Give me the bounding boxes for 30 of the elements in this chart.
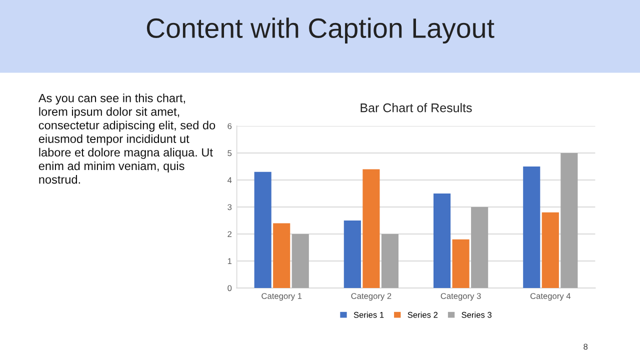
x-tick-label: Category 2: [351, 293, 392, 301]
y-tick-label: 1: [228, 258, 232, 264]
x-tick-label: Category 4: [530, 293, 571, 301]
bar: [292, 234, 309, 288]
bar: [362, 169, 380, 288]
legend-label: Series 3: [462, 312, 492, 318]
y-tick-label: 4: [227, 177, 232, 184]
text: As you can see in this chart, lorem ipsum dolor sit amet, consectetur adipiscing elit, sed do eiusmod tempor incididunt ut labore et dolore magna aliqua. Ut enim ad minim veniam, quis nostrud.: [38, 94, 216, 184]
y-tick-label: 3: [228, 204, 232, 210]
bar: [254, 172, 272, 288]
bar: [273, 223, 290, 288]
y-tick-label: 6: [228, 123, 232, 130]
legend-label: Series 2: [408, 312, 438, 318]
text: Content with Caption Layout: [146, 18, 494, 44]
bar: [381, 234, 399, 288]
x-tick-label: Category 1: [262, 293, 302, 301]
x-tick-label: Category 3: [440, 293, 481, 301]
bar: [560, 153, 578, 288]
bar: [344, 220, 361, 288]
y-tick-label: 2: [228, 231, 232, 238]
chart-title: Bar Chart of Results: [360, 103, 472, 112]
bar: [542, 212, 559, 288]
text: 8: [584, 344, 588, 350]
y-tick-label: 0: [228, 285, 232, 292]
bar: [471, 207, 488, 288]
legend-label: Series 1: [354, 312, 384, 318]
bar: [452, 239, 470, 288]
bar: [523, 166, 540, 288]
bar: [433, 194, 451, 288]
y-tick-label: 5: [228, 150, 232, 156]
